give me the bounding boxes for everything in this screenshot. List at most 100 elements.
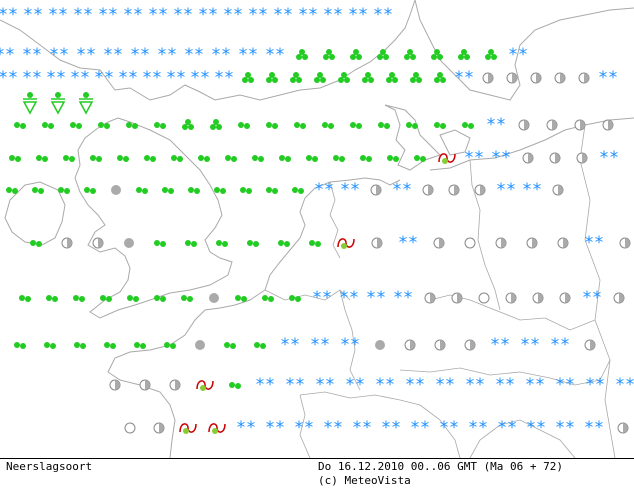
snow-icon: ** bbox=[465, 148, 484, 168]
svg-text:*: * bbox=[23, 45, 32, 65]
snow-icon: ** bbox=[299, 5, 318, 25]
snow-icon: ** bbox=[583, 288, 602, 308]
svg-text:*: * bbox=[377, 288, 386, 308]
svg-text:*: * bbox=[134, 5, 143, 25]
snow-icon: ** bbox=[311, 335, 330, 355]
grey-filled-circle-icon bbox=[124, 238, 134, 248]
half-filled-circle-icon bbox=[169, 379, 181, 391]
svg-text:*: * bbox=[475, 148, 484, 168]
border-de-pl bbox=[469, 159, 501, 311]
half-filled-circle-icon bbox=[554, 72, 566, 84]
svg-text:*: * bbox=[626, 375, 634, 395]
snow-icon: ** bbox=[95, 68, 114, 88]
svg-text:*: * bbox=[224, 5, 233, 25]
svg-text:*: * bbox=[440, 418, 449, 438]
rain-icon bbox=[188, 187, 200, 194]
svg-text:*: * bbox=[153, 68, 162, 88]
svg-text:*: * bbox=[237, 418, 246, 438]
rain-icon bbox=[224, 342, 236, 349]
svg-text:*: * bbox=[501, 335, 510, 355]
half-filled-circle-icon bbox=[574, 119, 586, 131]
rain-icon bbox=[247, 240, 259, 247]
svg-text:*: * bbox=[266, 418, 275, 438]
svg-text:*: * bbox=[84, 5, 93, 25]
snow-icon: ** bbox=[266, 45, 285, 65]
rain-icon bbox=[238, 122, 250, 129]
svg-text:*: * bbox=[404, 288, 413, 308]
rain-icon bbox=[252, 155, 264, 162]
rain-icon bbox=[74, 342, 86, 349]
svg-text:*: * bbox=[521, 335, 530, 355]
rain-icon bbox=[378, 122, 390, 129]
svg-text:*: * bbox=[585, 233, 594, 253]
rain-icon bbox=[306, 155, 318, 162]
svg-text:*: * bbox=[0, 45, 4, 65]
rain-icon bbox=[90, 155, 102, 162]
svg-text:*: * bbox=[0, 5, 7, 25]
svg-text:*: * bbox=[168, 45, 177, 65]
snow-icon: ** bbox=[286, 375, 305, 395]
grey-filled-circle-icon bbox=[209, 293, 219, 303]
half-filled-circle-icon bbox=[526, 237, 538, 249]
rain-icon bbox=[30, 240, 42, 247]
snow-icon: ** bbox=[487, 115, 506, 135]
rain-icon bbox=[154, 240, 166, 247]
rain-icon bbox=[171, 155, 183, 162]
svg-text:*: * bbox=[502, 148, 511, 168]
svg-text:*: * bbox=[351, 180, 360, 200]
svg-text:*: * bbox=[199, 5, 208, 25]
rain-icon bbox=[32, 187, 44, 194]
snow-icon: ** bbox=[47, 68, 66, 88]
half-filled-circle-icon bbox=[506, 72, 518, 84]
svg-text:*: * bbox=[239, 45, 248, 65]
rain-icon bbox=[387, 155, 399, 162]
zealand-coast bbox=[439, 129, 471, 156]
half-filled-circle-icon bbox=[495, 237, 507, 249]
svg-text:*: * bbox=[527, 418, 536, 438]
svg-text:*: * bbox=[455, 68, 464, 88]
snow-icon: ** bbox=[374, 5, 393, 25]
rain-icon bbox=[225, 155, 237, 162]
svg-text:*: * bbox=[356, 375, 365, 395]
snow-icon: ** bbox=[124, 5, 143, 25]
shower-icon bbox=[404, 49, 416, 60]
shower-icon bbox=[323, 49, 335, 60]
snow-icon: ** bbox=[509, 45, 528, 65]
half-filled-circle-icon bbox=[92, 237, 104, 249]
half-filled-circle-icon bbox=[505, 292, 517, 304]
svg-text:*: * bbox=[349, 5, 358, 25]
rain-icon bbox=[42, 122, 54, 129]
snow-icon: ** bbox=[521, 335, 540, 355]
grey-filled-circle-icon bbox=[195, 340, 205, 350]
svg-text:*: * bbox=[321, 335, 330, 355]
svg-text:*: * bbox=[523, 180, 532, 200]
svg-text:*: * bbox=[324, 418, 333, 438]
snow-icon: ** bbox=[266, 418, 285, 438]
svg-text:*: * bbox=[234, 5, 243, 25]
border-ch bbox=[299, 391, 421, 406]
svg-text:*: * bbox=[266, 375, 275, 395]
rain-icon bbox=[235, 295, 247, 302]
svg-text:*: * bbox=[436, 375, 445, 395]
svg-text:*: * bbox=[526, 375, 535, 395]
hail-icon bbox=[22, 92, 38, 115]
half-filled-circle-icon bbox=[464, 339, 476, 351]
lowlands-coast bbox=[264, 177, 401, 291]
rain-icon bbox=[154, 295, 166, 302]
snow-icon: ** bbox=[74, 5, 93, 25]
empty-circle-icon bbox=[478, 292, 490, 304]
svg-text:*: * bbox=[497, 115, 506, 135]
snow-icon: ** bbox=[50, 45, 69, 65]
rain-icon bbox=[254, 342, 266, 349]
svg-text:*: * bbox=[492, 148, 501, 168]
rain-icon bbox=[292, 187, 304, 194]
half-filled-circle-icon bbox=[617, 422, 629, 434]
svg-text:*: * bbox=[23, 68, 32, 88]
copyright-label: (c) MeteoVista bbox=[318, 474, 411, 487]
shower-icon bbox=[266, 72, 278, 83]
snow-icon: ** bbox=[551, 335, 570, 355]
snow-icon: ** bbox=[349, 5, 368, 25]
half-filled-circle-icon bbox=[448, 184, 460, 196]
rain-icon bbox=[73, 295, 85, 302]
snow-icon: ** bbox=[353, 418, 372, 438]
